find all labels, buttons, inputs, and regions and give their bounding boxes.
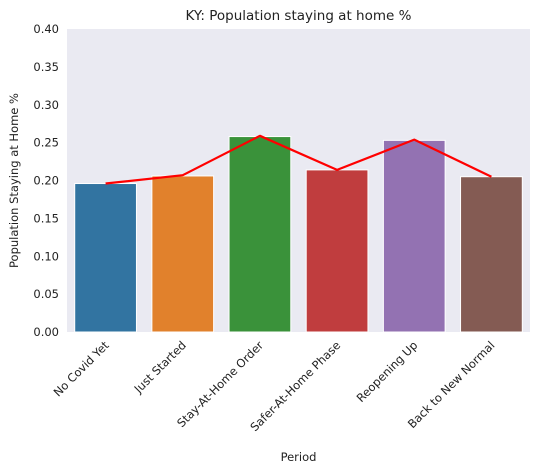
- chart-title: KY: Population staying at home %: [186, 8, 412, 24]
- x-tick-label: Safer-At-Home Phase: [247, 338, 343, 434]
- y-tick-label: 0.40: [33, 22, 59, 36]
- y-tick-label: 0.30: [33, 98, 59, 112]
- y-tick-label: 0.20: [33, 174, 59, 188]
- x-tick-label: No Covid Yet: [51, 338, 112, 399]
- bar-back-to-new-normal: [460, 176, 523, 333]
- bar-safer-at-home-phase: [305, 169, 369, 333]
- y-tick-label: 0.00: [33, 325, 59, 339]
- x-tick-label: Stay-At-Home Order: [174, 338, 266, 430]
- y-tick-label: 0.10: [33, 249, 59, 263]
- x-tick-label: Just Started: [131, 338, 189, 396]
- y-axis-title: Population Staying at Home %: [7, 93, 21, 268]
- bars-group: [74, 136, 523, 333]
- bar-just-started: [151, 175, 215, 333]
- x-axis-title: Period: [281, 450, 317, 464]
- bar-no-covid-yet: [74, 183, 137, 333]
- bar-reopening-up: [382, 139, 446, 333]
- x-tick-label: Back to New Normal: [405, 338, 498, 431]
- y-tick-label: 0.15: [33, 211, 59, 225]
- bar-stay-at-home-order: [228, 136, 292, 333]
- x-tick-label: Reopening Up: [354, 338, 421, 405]
- y-tick-label: 0.05: [33, 287, 59, 301]
- trend-line: [105, 134, 492, 185]
- plot-area: [67, 29, 530, 332]
- y-tick-label: 0.25: [33, 136, 59, 150]
- y-tick-label: 0.35: [33, 60, 59, 74]
- y-ticks-group: 0.00 0.05 0.10 0.15 0.20 0.25 0.30 0.35 0.40: [33, 22, 59, 339]
